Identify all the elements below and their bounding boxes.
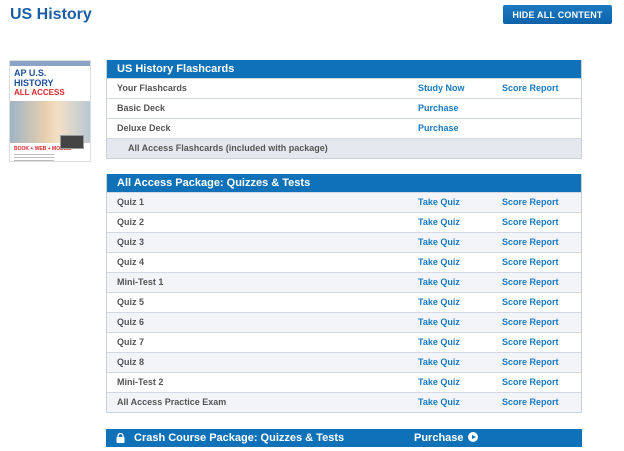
- play-circle-icon: [467, 432, 478, 442]
- row-label: Quiz 8: [117, 357, 145, 367]
- row-action-link[interactable]: Take Quiz: [418, 317, 460, 327]
- page-title: US History: [10, 6, 92, 23]
- score-report-link[interactable]: Score Report: [502, 83, 559, 93]
- row-label: Your Flashcards: [117, 83, 187, 93]
- flashcards-panel: US History Flashcards Your Flashcards Stu…: [106, 60, 582, 159]
- row-action-link[interactable]: Take Quiz: [418, 197, 460, 207]
- row-action-link[interactable]: Take Quiz: [418, 377, 460, 387]
- row-label: Basic Deck: [117, 103, 166, 113]
- score-report-link[interactable]: Score Report: [502, 197, 559, 207]
- row-label: Quiz 4: [117, 257, 145, 267]
- crash-course-panel: Crash Course Package: Quizzes & Tests Pu…: [106, 429, 582, 447]
- row-action-link[interactable]: Take Quiz: [418, 237, 460, 247]
- score-report-link[interactable]: Score Report: [502, 357, 559, 367]
- list-item: Mini-Test 2 Take Quiz Score Report: [107, 372, 581, 392]
- row-action-link[interactable]: Take Quiz: [418, 397, 460, 407]
- score-report-link[interactable]: Score Report: [502, 297, 559, 307]
- list-item: Your Flashcards Study Now Score Report: [107, 78, 581, 98]
- list-item: All Access Practice Exam Take Quiz Score R…: [107, 392, 581, 412]
- row-label: Quiz 2: [117, 217, 145, 227]
- score-report-link[interactable]: Score Report: [502, 317, 559, 327]
- cover-title: AP U.S. HISTORY: [14, 68, 54, 88]
- crash-course-purchase-link[interactable]: Purchase: [414, 429, 478, 447]
- row-action-link[interactable]: Take Quiz: [418, 277, 460, 287]
- list-item: Basic Deck Purchase: [107, 98, 581, 118]
- row-label: Quiz 5: [117, 297, 145, 307]
- row-label: Mini-Test 1: [117, 277, 164, 287]
- row-action-link[interactable]: Purchase: [418, 123, 459, 133]
- row-label: Quiz 3: [117, 237, 145, 247]
- row-label: All Access Flashcards (included with pac…: [128, 143, 328, 153]
- list-item: Quiz 3 Take Quiz Score Report: [107, 232, 581, 252]
- flashcards-header: US History Flashcards: [107, 60, 581, 78]
- crash-course-title: Crash Course Package: Quizzes & Tests: [134, 432, 345, 444]
- score-report-link[interactable]: Score Report: [502, 217, 559, 227]
- row-action-link[interactable]: Study Now: [418, 83, 465, 93]
- quizzes-panel: All Access Package: Quizzes & Tests Quiz…: [106, 174, 582, 413]
- score-report-link[interactable]: Score Report: [502, 377, 559, 387]
- row-action-link[interactable]: Take Quiz: [418, 257, 460, 267]
- hide-all-content-button[interactable]: HIDE ALL CONTENT: [503, 5, 612, 24]
- score-report-link[interactable]: Score Report: [502, 277, 559, 287]
- lock-icon: [116, 433, 125, 443]
- list-item: Deluxe Deck Purchase: [107, 118, 581, 138]
- list-item: Mini-Test 1 Take Quiz Score Report: [107, 272, 581, 292]
- crash-course-header: Crash Course Package: Quizzes & Tests Pu…: [106, 429, 582, 447]
- score-report-link[interactable]: Score Report: [502, 257, 559, 267]
- row-label: Quiz 6: [117, 317, 145, 327]
- score-report-link[interactable]: Score Report: [502, 237, 559, 247]
- row-action-link[interactable]: Purchase: [418, 103, 459, 113]
- list-item: Quiz 6 Take Quiz Score Report: [107, 312, 581, 332]
- list-item: Quiz 8 Take Quiz Score Report: [107, 352, 581, 372]
- row-label: Mini-Test 2: [117, 377, 164, 387]
- row-label: Quiz 1: [117, 197, 145, 207]
- quizzes-header: All Access Package: Quizzes & Tests: [107, 174, 581, 192]
- book-cover-image: AP U.S. HISTORY ALL ACCESS BOOK + WEB + …: [9, 60, 91, 162]
- cover-subtitle: ALL ACCESS: [14, 88, 65, 97]
- list-item: Quiz 1 Take Quiz Score Report: [107, 192, 581, 212]
- row-action-link[interactable]: Take Quiz: [418, 337, 460, 347]
- purchase-label: Purchase: [414, 432, 464, 444]
- included-flashcards-row: All Access Flashcards (included with pac…: [107, 138, 581, 158]
- row-label: Quiz 7: [117, 337, 145, 347]
- row-action-link[interactable]: Take Quiz: [418, 357, 460, 367]
- cover-tagline: BOOK + WEB + MOBILE: [14, 146, 72, 152]
- row-label: Deluxe Deck: [117, 123, 171, 133]
- list-item: Quiz 2 Take Quiz Score Report: [107, 212, 581, 232]
- score-report-link[interactable]: Score Report: [502, 337, 559, 347]
- list-item: Quiz 4 Take Quiz Score Report: [107, 252, 581, 272]
- row-action-link[interactable]: Take Quiz: [418, 217, 460, 227]
- score-report-link[interactable]: Score Report: [502, 397, 559, 407]
- row-label: All Access Practice Exam: [117, 397, 227, 407]
- list-item: Quiz 5 Take Quiz Score Report: [107, 292, 581, 312]
- list-item: Quiz 7 Take Quiz Score Report: [107, 332, 581, 352]
- row-action-link[interactable]: Take Quiz: [418, 297, 460, 307]
